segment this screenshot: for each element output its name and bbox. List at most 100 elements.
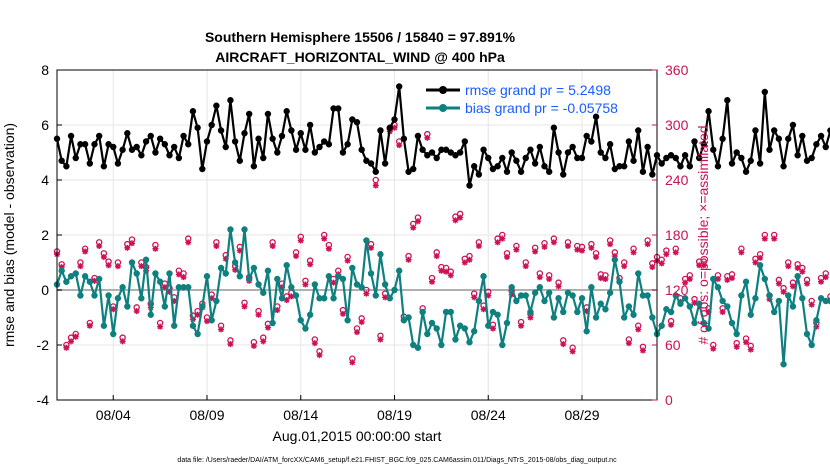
rmse-point bbox=[325, 141, 333, 148]
footnote: data file: /Users/raeder/DAI/ATM_forcXX/… bbox=[177, 457, 617, 464]
bias-point bbox=[452, 336, 459, 343]
rmse-point bbox=[789, 121, 797, 129]
y2-tick-label: 300 bbox=[665, 117, 689, 133]
rmse-point bbox=[208, 121, 215, 129]
bias-point bbox=[133, 270, 140, 277]
x-axis-label: Aug.01,2015 00:00:00 start bbox=[273, 428, 442, 444]
obs-assimilated-point bbox=[438, 267, 445, 274]
y2-tick-label: 180 bbox=[665, 227, 689, 243]
bias-point bbox=[606, 289, 614, 296]
rmse-point bbox=[742, 168, 750, 175]
rmse-point bbox=[531, 160, 539, 167]
y2-axis-label: # of obs: o=possible; ×=assimilated bbox=[695, 125, 711, 344]
bias-point bbox=[620, 314, 628, 321]
bias-point bbox=[663, 306, 670, 313]
obs-assimilated-point bbox=[410, 224, 417, 231]
obs-assimilated-point bbox=[110, 306, 117, 313]
obs-assimilated-point bbox=[789, 283, 796, 290]
bias-series bbox=[53, 226, 830, 368]
rmse-point bbox=[536, 143, 544, 151]
bias-point bbox=[513, 297, 520, 305]
rmse-point bbox=[700, 141, 708, 148]
rmse-point bbox=[775, 135, 783, 142]
bias-point bbox=[349, 264, 356, 272]
rmse-point bbox=[335, 105, 342, 112]
obs-assimilated-point bbox=[274, 307, 281, 314]
bias-point bbox=[119, 284, 126, 291]
rmse-point bbox=[400, 135, 408, 142]
rmse-point bbox=[620, 163, 628, 170]
bias-point bbox=[339, 275, 347, 283]
rmse-point bbox=[170, 143, 178, 151]
obs-assimilated-point bbox=[513, 246, 520, 253]
bias-point bbox=[780, 361, 787, 368]
obs-assimilated-point bbox=[377, 336, 384, 343]
y-tick-label: 8 bbox=[41, 62, 49, 78]
obs-assimilated-point bbox=[546, 276, 553, 282]
rmse-point bbox=[86, 160, 94, 167]
legend-bias-marker bbox=[439, 104, 447, 112]
rmse-point bbox=[588, 138, 595, 145]
obs-assimilated-point bbox=[691, 299, 698, 306]
bias-point bbox=[569, 292, 576, 299]
rmse-point bbox=[414, 132, 422, 140]
bias-point bbox=[288, 284, 295, 291]
rmse-point bbox=[480, 146, 487, 153]
obs-assimilated-point bbox=[236, 247, 243, 254]
rmse-point bbox=[124, 130, 131, 137]
rmse-point bbox=[672, 154, 679, 162]
bias-point bbox=[170, 322, 178, 329]
obs-assimilated-point bbox=[747, 346, 754, 353]
bias-point bbox=[372, 292, 379, 299]
bias-point bbox=[58, 267, 65, 274]
obs-assimilated-point bbox=[461, 259, 468, 266]
bias-point bbox=[114, 295, 122, 302]
bias-point bbox=[752, 295, 759, 302]
bias-point bbox=[147, 311, 154, 318]
obs-assimilated-point bbox=[82, 248, 89, 255]
bias-point bbox=[531, 289, 539, 296]
rmse-point bbox=[185, 141, 192, 148]
bias-point bbox=[522, 292, 529, 299]
rmse-point bbox=[222, 143, 229, 151]
rmse-point bbox=[794, 152, 801, 159]
obs-assimilated-point bbox=[480, 306, 487, 313]
rmse-point bbox=[503, 168, 511, 175]
bias-point bbox=[560, 308, 567, 316]
bias-point bbox=[283, 262, 290, 269]
obs-assimilated-point bbox=[804, 280, 810, 287]
bias-point bbox=[156, 278, 164, 285]
obs-assimilated-point bbox=[279, 284, 285, 291]
y2-tick-label: 60 bbox=[665, 337, 681, 353]
bias-point bbox=[808, 341, 815, 349]
rmse-point bbox=[625, 138, 633, 145]
obs-assimilated-point bbox=[433, 253, 440, 260]
obs-assimilated-point bbox=[241, 303, 248, 310]
obs-assimilated-point bbox=[414, 218, 421, 225]
rmse-point bbox=[100, 163, 108, 170]
rmse-point bbox=[274, 149, 281, 156]
bias-point bbox=[677, 300, 684, 307]
rmse-point bbox=[611, 165, 619, 173]
obs-assimilated-point bbox=[818, 278, 825, 285]
obs-assimilated-point bbox=[499, 235, 506, 242]
rmse-point bbox=[813, 141, 820, 148]
bias-point bbox=[81, 273, 89, 280]
bias-point bbox=[817, 295, 825, 302]
obs-assimilated-point bbox=[822, 274, 829, 281]
rmse-point bbox=[320, 138, 328, 145]
bias-point bbox=[358, 284, 365, 291]
bias-point bbox=[625, 303, 633, 310]
obs-assimilated-point bbox=[302, 281, 309, 288]
obs-assimilated-point bbox=[757, 254, 764, 261]
rmse-point bbox=[475, 171, 483, 178]
rmse-point bbox=[128, 146, 136, 153]
rmse-point bbox=[780, 163, 787, 170]
bias-point bbox=[724, 303, 731, 310]
legend-bias-label: bias grand pr = -0.05758 bbox=[465, 100, 618, 116]
bias-point bbox=[789, 303, 797, 310]
bias-point bbox=[508, 284, 515, 291]
rmse-point bbox=[578, 154, 586, 162]
bias-point bbox=[475, 297, 483, 305]
